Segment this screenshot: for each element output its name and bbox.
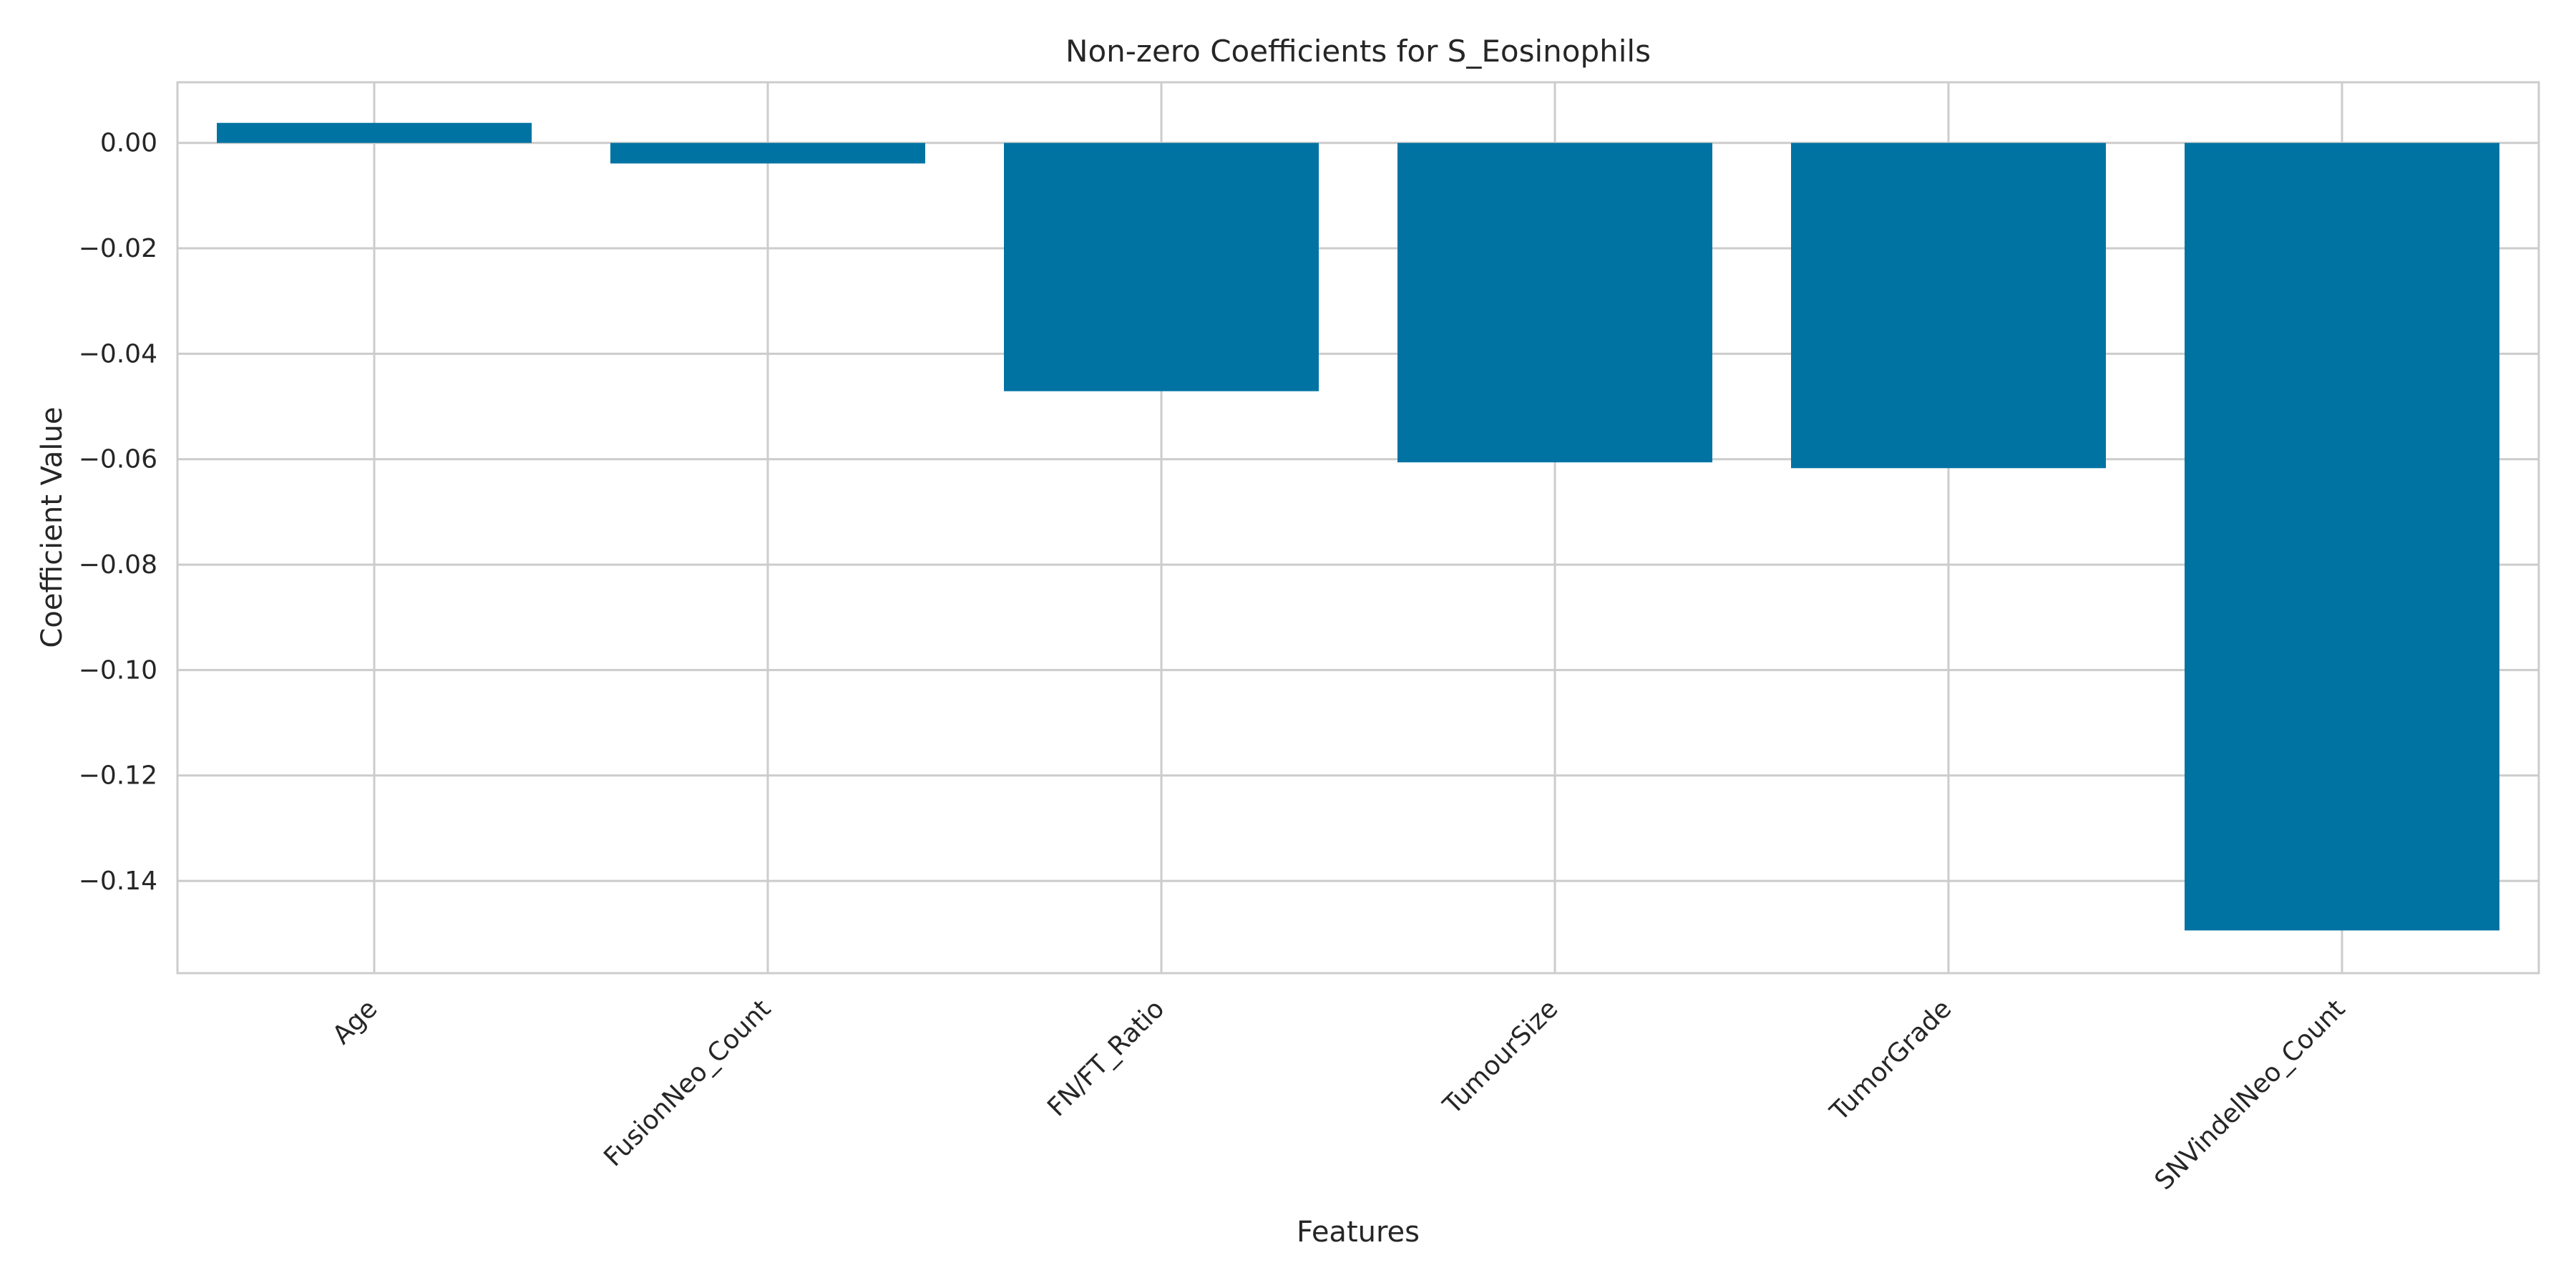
x-axis-label: Features: [1297, 1216, 1420, 1249]
grid-lines: [177, 82, 2539, 973]
y-tick-label: −0.02: [79, 234, 157, 263]
bar-tumoursize: [1397, 142, 1712, 463]
bar-age: [217, 122, 532, 143]
bars: [217, 122, 2499, 931]
bar-fn-ft-ratio: [1004, 142, 1319, 391]
bar-fusionneo-count: [610, 142, 925, 164]
bar-snvindelneo-count: [2185, 142, 2499, 931]
bar-tumorgrade: [1791, 142, 2106, 469]
chart-title: Non-zero Coefficients for S_Eosinophils: [1065, 34, 1651, 69]
y-tick-label: −0.12: [79, 761, 157, 791]
y-tick-label: −0.10: [79, 655, 157, 685]
plot-frame: [176, 81, 2540, 975]
y-tick-label: −0.04: [79, 339, 157, 369]
y-tick-label: −0.08: [79, 550, 157, 580]
y-tick-labels: 0.00 −0.02 −0.04 −0.06 −0.08 −0.10 −0.12 −0.14: [79, 129, 157, 896]
y-tick-label: −0.06: [79, 445, 157, 474]
y-tick-label: −0.14: [79, 867, 157, 896]
y-axis-label: Coefficient Value: [36, 407, 69, 648]
y-tick-label: 0.00: [100, 129, 157, 158]
